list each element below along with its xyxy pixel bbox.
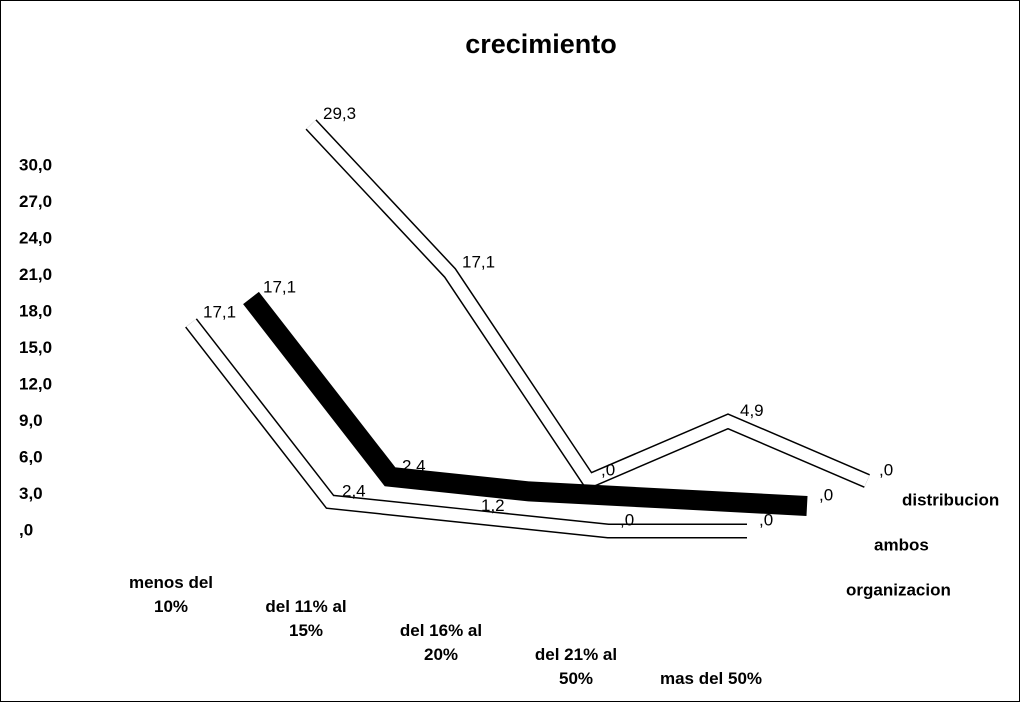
y-tick-label: 12,0 [19, 374, 52, 393]
data-label: ,0 [601, 460, 615, 479]
y-tick-label: 24,0 [19, 228, 52, 247]
data-label: ,0 [759, 510, 773, 529]
data-label: ,0 [819, 485, 833, 504]
x-tick-label: mas del 50% [659, 669, 763, 688]
y-tick-label: 27,0 [19, 192, 52, 211]
data-label: 17,1 [462, 252, 495, 271]
data-label: 1,2 [481, 496, 505, 515]
x-tick-label: del 21% al 50% [534, 645, 618, 688]
data-label: ,0 [620, 510, 634, 529]
data-label: 29,3 [323, 104, 356, 123]
y-tick-label: 9,0 [19, 411, 43, 430]
line-series [186, 319, 747, 537]
y-tick-label: 30,0 [19, 155, 52, 174]
chart-title: crecimiento [465, 29, 617, 59]
x-tick-label: del 16% al 20% [399, 621, 483, 664]
line-series [306, 120, 870, 489]
line-outline [305, 119, 870, 491]
x-tick-label: menos del 10% [128, 573, 214, 616]
series-label: distribucion [902, 490, 999, 509]
data-label: 2,4 [402, 456, 426, 475]
data-label: 4,9 [740, 401, 764, 420]
y-tick-label: 18,0 [19, 301, 52, 320]
y-tick-label: ,0 [19, 520, 33, 539]
y-tick-label: 6,0 [19, 447, 43, 466]
y-tick-label: 15,0 [19, 338, 52, 357]
line-series [243, 291, 808, 516]
series-label: organizacion [846, 580, 951, 599]
y-tick-label: 3,0 [19, 484, 43, 503]
series-label: ambos [874, 535, 929, 554]
data-label: ,0 [879, 460, 893, 479]
data-label: 17,1 [263, 277, 296, 296]
data-label: 17,1 [203, 302, 236, 321]
data-label: 2,4 [342, 481, 366, 500]
y-tick-label: 21,0 [19, 265, 52, 284]
x-tick-label: del 11% al 15% [265, 597, 347, 640]
